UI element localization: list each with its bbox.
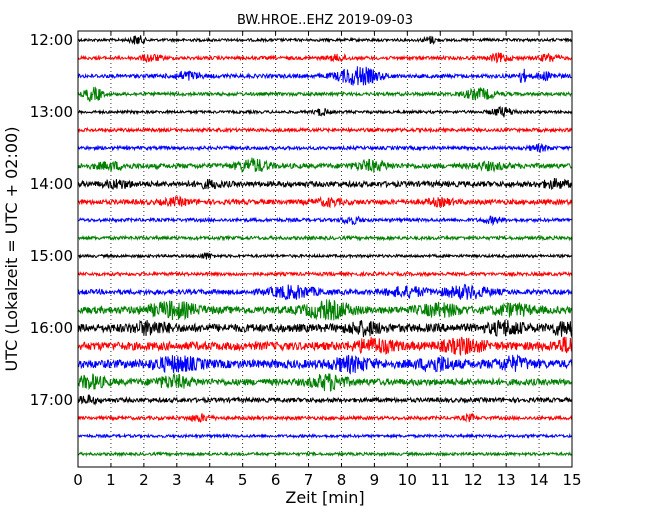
grid-lines (110, 31, 540, 467)
x-tick-label: 9 (370, 471, 380, 489)
x-tick-label: 14 (530, 471, 549, 489)
x-tick-label: 1 (106, 471, 116, 489)
trace-1700 (77, 394, 573, 406)
trace-1730 (77, 432, 573, 440)
y-tick-label: 14:00 (30, 175, 73, 193)
trace-1415 (77, 195, 573, 209)
trace-1230 (77, 66, 573, 86)
trace-1745 (77, 450, 573, 458)
trace-1545 (77, 299, 573, 321)
trace-1245 (77, 86, 573, 102)
x-tick-label: 5 (238, 471, 248, 489)
trace-1400 (77, 177, 573, 191)
trace-1600 (77, 319, 573, 338)
trace-1515 (77, 270, 573, 278)
trace-1445 (77, 234, 573, 242)
x-tick-label: 7 (304, 471, 314, 489)
y-tick-label: 12:00 (30, 31, 73, 49)
x-tick-label: 12 (464, 471, 483, 489)
y-tick-label: 15:00 (30, 247, 73, 265)
trace-1615 (77, 336, 573, 357)
trace-1200 (77, 35, 573, 46)
x-tick-label: 13 (497, 471, 516, 489)
x-tick-label: 8 (337, 471, 347, 489)
y-tick-label: 16:00 (30, 319, 73, 337)
x-tick-label: 10 (398, 471, 417, 489)
trace-1645 (77, 372, 573, 392)
trace-1215 (77, 52, 573, 64)
chart-title: BW.HROE..EHZ 2019-09-03 (237, 13, 413, 28)
x-tick-label: 2 (139, 471, 149, 489)
x-axis-label: Zeit [min] (285, 488, 364, 507)
x-tick-label: 3 (172, 471, 182, 489)
y-axis-label: UTC (Lokalzeit = UTC + 02:00) (2, 127, 21, 372)
trace-1630 (77, 353, 573, 375)
y-tick-label: 13:00 (30, 103, 73, 121)
trace-1330 (77, 142, 573, 154)
trace-1500 (77, 252, 573, 260)
trace-1530 (77, 283, 573, 301)
trace-group (77, 35, 573, 458)
y-tick-label: 17:00 (30, 391, 73, 409)
plot-frame (77, 30, 573, 468)
x-tick-label: 0 (73, 471, 83, 489)
x-tick-label: 15 (562, 471, 581, 489)
trace-1345 (77, 157, 573, 174)
trace-1715 (77, 412, 573, 423)
trace-1300 (77, 105, 573, 118)
trace-1315 (77, 126, 573, 134)
trace-1430 (77, 215, 573, 227)
x-tick-label: 11 (431, 471, 450, 489)
x-tick-label: 6 (271, 471, 281, 489)
x-tick-label: 4 (205, 471, 215, 489)
x-axis: 0 1 2 3 4 5 6 7 8 9 10 11 12 13 14 15 (73, 31, 582, 489)
y-axis: 12:00 13:00 14:00 15:00 16:00 17:00 (30, 31, 572, 409)
